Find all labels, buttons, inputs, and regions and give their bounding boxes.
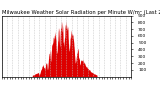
Text: Milwaukee Weather Solar Radiation per Minute W/m² (Last 24 Hours): Milwaukee Weather Solar Radiation per Mi… bbox=[2, 10, 160, 15]
